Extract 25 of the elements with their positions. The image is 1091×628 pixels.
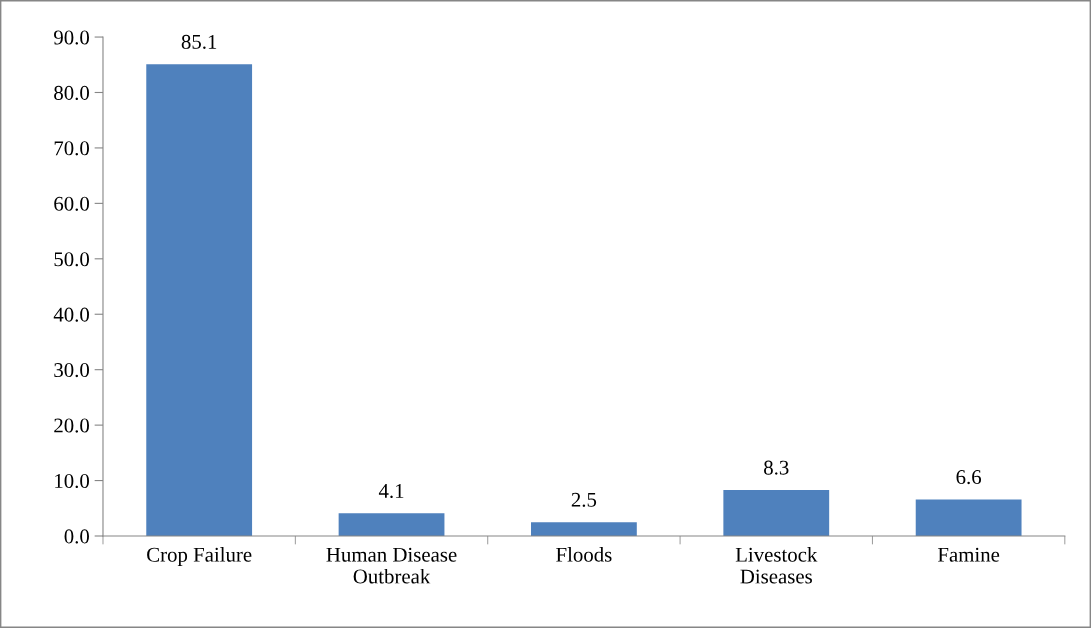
x-tick-label: Human Disease Outbreak xyxy=(326,547,457,584)
y-tick-label: 60.0 xyxy=(54,196,89,211)
y-tick-label: 70.0 xyxy=(54,141,89,156)
data-label: 2.5 xyxy=(571,492,597,507)
y-tick-label: 20.0 xyxy=(54,418,89,433)
bar xyxy=(531,522,637,536)
x-tick-label: Floods xyxy=(556,547,612,562)
x-tick-label: Crop Failure xyxy=(147,547,252,566)
y-tick-label: 10.0 xyxy=(55,473,89,489)
y-tick-label: 30.0 xyxy=(54,363,89,378)
y-tick-label: 90.0 xyxy=(54,30,89,45)
bar xyxy=(915,499,1022,536)
y-tick-label: 0.0 xyxy=(64,529,89,544)
data-label: 4.1 xyxy=(378,483,404,499)
data-label: 6.6 xyxy=(956,470,982,485)
y-tick-label: 50.0 xyxy=(54,252,89,267)
bar xyxy=(723,489,830,536)
bar xyxy=(146,64,253,536)
x-tick-label: Famine xyxy=(937,547,1000,562)
bar xyxy=(338,513,445,536)
y-tick-label: 80.0 xyxy=(54,85,89,101)
y-tick-label: 40.0 xyxy=(53,307,89,322)
x-tick-label: Livestock Diseases xyxy=(735,547,818,584)
data-label: 85.1 xyxy=(181,34,217,49)
data-label: 8.3 xyxy=(764,460,789,475)
